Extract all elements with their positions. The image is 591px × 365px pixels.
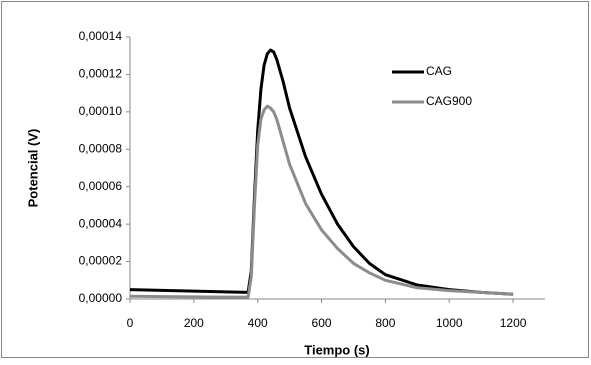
y-tick-label: 0,00002	[79, 254, 123, 268]
x-tick-label: 1000	[436, 316, 463, 330]
y-tick-label: 0,00008	[79, 141, 123, 155]
x-tick-label: 600	[312, 316, 332, 330]
y-tick-label: 0,00004	[79, 216, 123, 230]
series-line	[129, 104, 514, 299]
legend-label: CAG900	[426, 94, 472, 108]
y-tick-label: 0,00000	[79, 291, 123, 305]
y-tick-label: 0,00006	[79, 179, 123, 193]
y-tick-label: 0,00012	[79, 67, 123, 81]
y-tick-label: 0,00014	[79, 29, 123, 43]
x-tick-label: 800	[375, 316, 395, 330]
x-tick-label: 200	[184, 316, 204, 330]
x-tick-label: 400	[248, 316, 268, 330]
x-tick-label: 0	[127, 316, 134, 330]
y-tick-label: 0,00010	[79, 104, 123, 118]
x-tick-label: 1200	[500, 316, 527, 330]
legend-label: CAG	[426, 64, 452, 78]
y-axis-label: Potencial (V)	[25, 129, 40, 208]
x-axis-label: Tiempo (s)	[304, 342, 370, 357]
